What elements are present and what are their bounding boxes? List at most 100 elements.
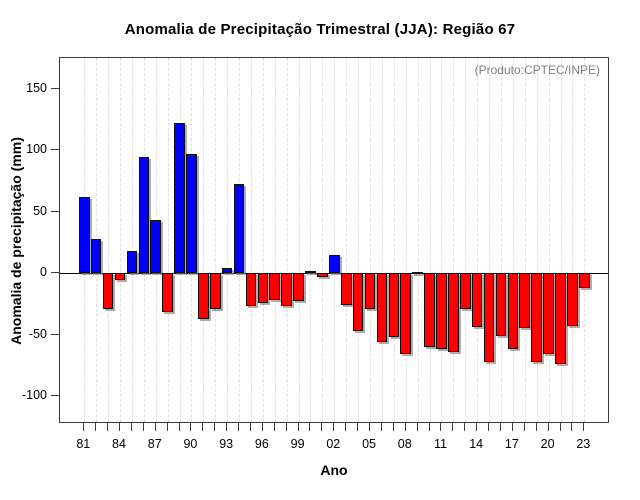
x-tick-mark: [369, 423, 371, 431]
x-tick-mark: [345, 423, 347, 431]
x-tick-label: 87: [147, 437, 162, 451]
year-gridline: [441, 58, 443, 422]
x-tick-label: 96: [254, 437, 269, 451]
y-tick-label: 100: [26, 142, 47, 156]
anomaly-bar: [102, 273, 114, 309]
x-tick-mark: [178, 423, 180, 431]
x-tick-label: 17: [504, 437, 519, 451]
year-gridline: [262, 58, 264, 422]
x-tick-mark: [511, 423, 513, 431]
year-gridline: [512, 58, 514, 422]
x-tick-mark: [440, 423, 442, 431]
x-tick-mark: [238, 423, 240, 431]
year-gridline: [429, 58, 431, 422]
anomaly-bar: [555, 273, 566, 365]
year-gridline: [298, 58, 300, 422]
x-tick-mark: [285, 423, 287, 431]
anomaly-bar: [579, 273, 590, 288]
x-tick-mark: [523, 423, 525, 431]
x-tick-mark: [190, 423, 192, 431]
x-tick-mark: [488, 423, 490, 431]
plot-area: (Produto:CPTEC/INPE): [59, 57, 609, 423]
anomaly-bar: [198, 273, 209, 319]
x-tick-label: 20: [540, 437, 555, 451]
x-tick-label: 99: [290, 437, 305, 451]
x-tick-label: 93: [219, 437, 234, 451]
year-gridline: [227, 58, 229, 422]
anomaly-bar: [412, 271, 423, 274]
year-gridline: [500, 58, 502, 422]
year-gridline: [108, 58, 110, 422]
y-tick-mark: [51, 272, 59, 273]
anomaly-bar: [436, 273, 447, 350]
year-gridline: [489, 58, 491, 422]
x-tick-label: 05: [362, 437, 376, 451]
y-tick-mark: [51, 333, 59, 335]
year-gridline: [548, 58, 550, 422]
year-gridline: [274, 58, 276, 422]
year-gridline: [405, 58, 407, 422]
x-tick-mark: [464, 423, 466, 431]
anomaly-bar: [209, 273, 221, 309]
x-tick-mark: [95, 423, 97, 431]
x-tick-mark: [309, 423, 311, 431]
x-tick-label: 02: [326, 437, 341, 451]
product-annotation: (Produto:CPTEC/INPE): [474, 63, 600, 77]
x-tick-mark: [428, 423, 430, 431]
x-tick-mark: [535, 423, 537, 431]
chart-title: Anomalia de Precipitação Trimestral (JJA…: [124, 21, 516, 38]
year-gridline: [286, 58, 288, 422]
anomaly-bar: [114, 273, 126, 281]
x-tick-mark: [583, 423, 585, 431]
x-tick-mark: [226, 423, 228, 431]
anomaly-bar: [531, 273, 542, 362]
year-gridline: [120, 58, 121, 422]
x-tick-mark: [357, 423, 359, 431]
anomaly-bar: [400, 273, 412, 355]
x-tick-mark: [273, 423, 275, 431]
x-tick-label: 23: [576, 437, 591, 451]
y-tick-label: 0: [40, 265, 47, 279]
anomaly-bar: [471, 273, 483, 328]
x-tick-mark: [547, 423, 549, 431]
year-gridline: [250, 58, 252, 422]
x-tick-mark: [380, 423, 382, 431]
anomaly-bar: [507, 273, 519, 350]
anomaly-bar: [150, 220, 162, 273]
year-gridline: [310, 58, 312, 422]
x-tick-mark: [476, 423, 478, 431]
year-gridline: [334, 58, 336, 422]
year-gridline: [584, 58, 586, 422]
anomaly-bar: [388, 273, 400, 337]
year-gridline: [215, 58, 217, 422]
anomaly-bar: [79, 196, 90, 273]
year-gridline: [417, 58, 419, 422]
x-tick-mark: [321, 423, 323, 431]
anomaly-bar: [317, 273, 328, 277]
year-gridline: [358, 58, 360, 422]
x-tick-mark: [214, 423, 216, 431]
anomaly-bar: [352, 273, 364, 331]
year-gridline: [346, 58, 348, 422]
y-tick-label: 150: [26, 80, 47, 95]
x-tick-mark: [261, 423, 263, 431]
anomaly-bar: [424, 273, 435, 347]
anomaly-bar: [483, 273, 495, 362]
x-tick-mark: [83, 423, 85, 431]
x-tick-mark: [333, 423, 335, 431]
x-tick-mark: [499, 423, 501, 431]
year-gridline: [370, 58, 372, 422]
x-tick-mark: [392, 423, 394, 431]
year-gridline: [560, 58, 562, 422]
anomaly-bar: [376, 273, 388, 342]
year-gridline: [524, 58, 526, 422]
y-tick-mark: [51, 395, 59, 396]
anomaly-bar: [233, 184, 245, 273]
year-gridline: [131, 58, 133, 422]
anomaly-bar: [257, 273, 269, 303]
x-tick-mark: [297, 423, 299, 431]
x-tick-mark: [154, 423, 156, 431]
year-gridline: [381, 58, 383, 422]
anomaly-bar: [126, 250, 138, 273]
